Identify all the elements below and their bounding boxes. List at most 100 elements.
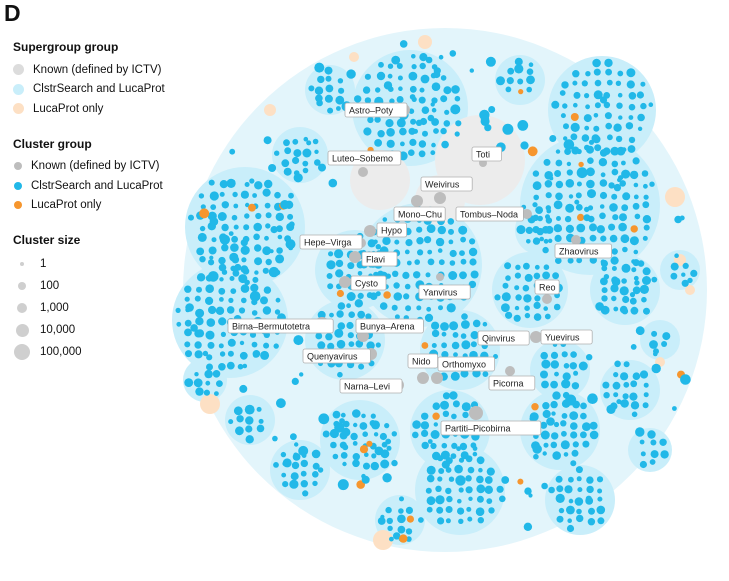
cluster-dot (431, 329, 440, 338)
cluster-dot (526, 86, 532, 93)
cluster-dot (327, 283, 334, 290)
cluster-dot (577, 213, 585, 221)
cluster-dot (543, 442, 549, 448)
cluster-dot (367, 239, 376, 248)
cluster-dot (410, 118, 417, 125)
cluster-dot (571, 382, 580, 390)
cluster-dot (219, 277, 224, 282)
cluster-dot (263, 136, 272, 145)
cluster-dot (571, 449, 579, 457)
cluster-dot (523, 522, 533, 531)
cluster-dot (550, 380, 558, 389)
cluster-dot (219, 234, 230, 245)
cluster-dot (626, 80, 635, 89)
cluster-dot (413, 128, 418, 134)
cluster-dot (527, 146, 538, 157)
cluster-dot (432, 412, 440, 420)
cluster-dot (249, 178, 255, 184)
cluster-dot (532, 237, 541, 245)
cluster-dot (612, 214, 619, 221)
label-box (327, 150, 402, 166)
cluster-dot (382, 236, 391, 246)
cluster-dot (294, 442, 299, 447)
cluster-dot (290, 472, 299, 481)
cluster-dot (486, 467, 495, 476)
cluster-dot (618, 175, 624, 181)
cluster-dot (254, 257, 263, 266)
cluster-dot (561, 430, 567, 437)
supergroup-label: Weivirus (420, 176, 473, 192)
cluster-dot (606, 79, 613, 86)
cluster-dot (218, 317, 227, 326)
cluster-dot (621, 147, 627, 153)
cluster-dot (364, 73, 371, 80)
cluster-dot (545, 192, 552, 199)
cluster-dot (670, 262, 679, 271)
cluster-dot (276, 247, 283, 254)
cluster-dot (440, 75, 447, 81)
known-cluster-dot (434, 192, 446, 204)
cluster-dot (405, 239, 413, 247)
known-cluster-dot (530, 331, 542, 343)
cluster-dot (643, 392, 649, 398)
cluster-dot (359, 422, 368, 430)
cluster-dot (618, 115, 623, 120)
cluster-dot (393, 292, 403, 301)
legend-label: Known (defined by ICTV) (33, 63, 162, 76)
cluster-dot (550, 441, 558, 449)
cluster-dot (647, 430, 656, 439)
cluster-dot (643, 194, 649, 200)
cluster-dot (467, 516, 473, 522)
cluster-dot (542, 271, 550, 280)
cluster-dot (449, 249, 457, 258)
cluster-dot (364, 97, 372, 104)
cluster-dot (443, 120, 451, 127)
cluster-dot (550, 351, 559, 359)
cluster-dot (205, 380, 211, 386)
cluster-dot (312, 480, 318, 487)
cluster-dot (399, 496, 404, 502)
cluster-dot (218, 363, 226, 371)
cluster-dot (649, 459, 656, 465)
label-box (420, 176, 473, 192)
cluster-dot (619, 213, 627, 222)
cluster-dot (450, 104, 461, 115)
cluster-dot (251, 341, 258, 348)
cluster-dot (396, 63, 403, 69)
cluster-dot (543, 264, 550, 271)
cluster-dot (432, 402, 441, 411)
cluster-dot (264, 179, 273, 189)
cluster-dot (240, 245, 250, 255)
cluster-dot (421, 412, 429, 420)
cluster-dot (458, 487, 464, 493)
cluster-dot (449, 321, 459, 331)
cluster-dot (358, 363, 365, 370)
cluster-dot (622, 192, 631, 201)
cluster-dot (431, 321, 440, 330)
cluster-dot (627, 145, 636, 153)
cluster-dot (287, 213, 294, 220)
cluster-dot (526, 75, 535, 85)
cluster-dot (440, 95, 448, 103)
cluster-dot (209, 217, 219, 226)
cluster-dot (389, 98, 395, 104)
cluster-dot (611, 168, 619, 176)
cluster-dot (430, 102, 435, 107)
cluster-dot (633, 249, 639, 255)
cluster-dot (352, 453, 360, 461)
cluster-dot (642, 215, 652, 224)
legend-size-item-1000: 1,000 (13, 297, 203, 319)
cluster-dot (196, 273, 206, 282)
cluster-dot (448, 228, 454, 235)
cluster-dot (240, 265, 249, 273)
cluster-dot (325, 75, 332, 82)
cluster-dot (283, 167, 292, 176)
label-box (339, 378, 403, 394)
cluster-dot (195, 387, 204, 396)
cluster-dot (336, 339, 346, 349)
cluster-dot (633, 275, 639, 281)
cluster-dot (264, 235, 269, 241)
supergroup-label: Reo (534, 279, 560, 295)
cluster-dot (419, 62, 426, 70)
cluster-dot (386, 445, 392, 451)
